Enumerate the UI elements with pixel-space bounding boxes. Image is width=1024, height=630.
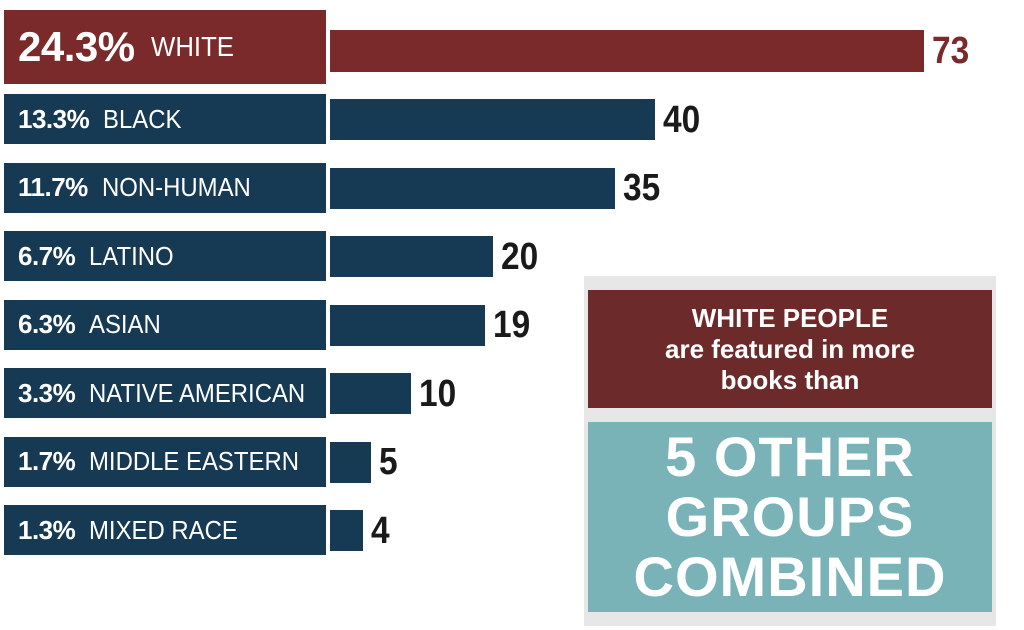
bar (330, 441, 371, 483)
callout-header: WHITE PEOPLE are featured in more books … (588, 290, 992, 408)
callout-big-2: GROUPS (665, 485, 915, 548)
value-label: 35 (623, 167, 661, 209)
value-label: 73 (932, 30, 970, 72)
category-label-box: 1.3% MIXED RACE (4, 505, 326, 555)
bar (330, 304, 485, 346)
category-label: MIXED RACE (89, 514, 239, 545)
category-label-box: 24.3% WHITE (4, 10, 326, 84)
percent-label: 1.3% (18, 514, 76, 545)
category-label: BLACK (103, 103, 182, 134)
category-label-box: 11.7% NON-HUMAN (4, 162, 326, 213)
percent-label: 13.3% (18, 103, 90, 134)
bar (330, 236, 493, 277)
category-label: ASIAN (89, 309, 162, 339)
callout-line-1: WHITE PEOPLE (691, 302, 889, 333)
value-label: 5 (379, 441, 398, 483)
value-label: 19 (493, 304, 531, 346)
callout-emphasis: 5 OTHER GROUPS COMBINED (588, 422, 992, 612)
callout-line-2: are featured in more (665, 333, 915, 364)
bar (330, 167, 615, 209)
percent-label: 6.7% (18, 240, 76, 271)
percent-label: 1.7% (18, 446, 76, 476)
category-label-box: 3.3% NATIVE AMERICAN (4, 368, 326, 418)
bar (330, 30, 924, 72)
value-label: 40 (663, 98, 701, 141)
category-label-box: 1.7% MIDDLE EASTERN (4, 436, 326, 487)
value-label: 20 (501, 235, 539, 278)
category-label: NON-HUMAN (101, 172, 251, 202)
category-label-box: 13.3% BLACK (4, 94, 326, 144)
category-label: NATIVE AMERICAN (89, 377, 306, 408)
category-label: LATINO (89, 240, 174, 271)
percent-label: 6.3% (18, 309, 76, 339)
callout-big-1: 5 OTHER (665, 425, 915, 488)
category-label: WHITE (150, 31, 234, 62)
bar (330, 99, 655, 140)
callout-panel: WHITE PEOPLE are featured in more books … (584, 276, 996, 626)
value-label: 10 (419, 372, 457, 415)
category-label-box: 6.3% ASIAN (4, 299, 326, 350)
callout-big-3: COMBINED (633, 545, 947, 608)
percent-label: 3.3% (18, 377, 76, 408)
percent-label: 11.7% (18, 172, 88, 202)
value-label: 4 (371, 509, 390, 552)
callout-line-3: books than (720, 364, 860, 395)
percent-label: 24.3% (18, 23, 135, 70)
category-label-box: 6.7% LATINO (4, 231, 326, 281)
category-label: MIDDLE EASTERN (89, 446, 300, 476)
bar (330, 510, 363, 551)
bar (330, 373, 411, 414)
